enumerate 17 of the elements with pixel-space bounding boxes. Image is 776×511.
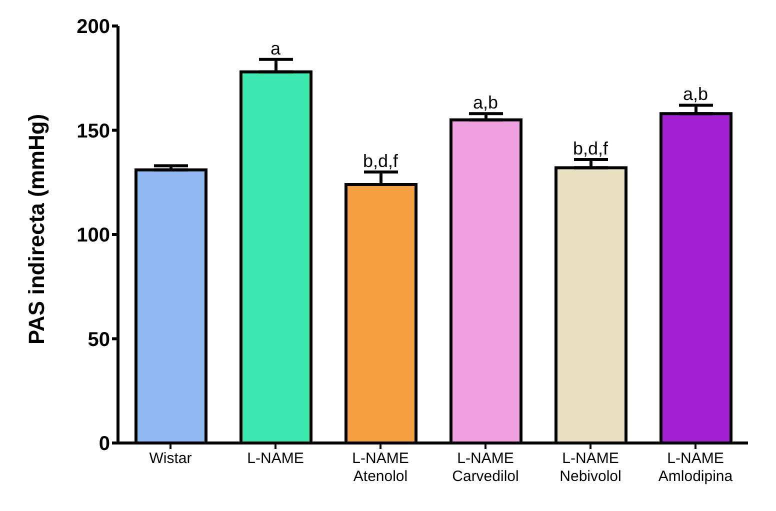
x-tick-label: L-NAME Amlodipina — [658, 450, 734, 485]
x-tick-label: L-NAME Nebivolol — [560, 450, 622, 485]
x-tick-label: L-NAME — [247, 450, 304, 467]
x-tick-label: L-NAME Carvedilol — [452, 450, 519, 485]
x-tick-label: L-NAME Atenolol — [352, 450, 409, 485]
data-label: b,d,f — [362, 150, 400, 171]
data-label: b,d,f — [572, 138, 610, 158]
y-tick-label: 0 — [98, 433, 110, 456]
y-axis-title: PAS indirecta (mmHg) — [24, 114, 49, 344]
data-label: a — [270, 38, 282, 58]
y-tick-label: 50 — [88, 328, 110, 351]
y-tick-label: 100 — [76, 224, 110, 247]
data-label: a,b — [682, 84, 708, 104]
x-tick-label: Wistar — [149, 450, 192, 467]
y-tick-label: 150 — [76, 120, 110, 142]
y-tick-label: 200 — [76, 16, 110, 38]
data-label: a,b — [472, 92, 498, 113]
